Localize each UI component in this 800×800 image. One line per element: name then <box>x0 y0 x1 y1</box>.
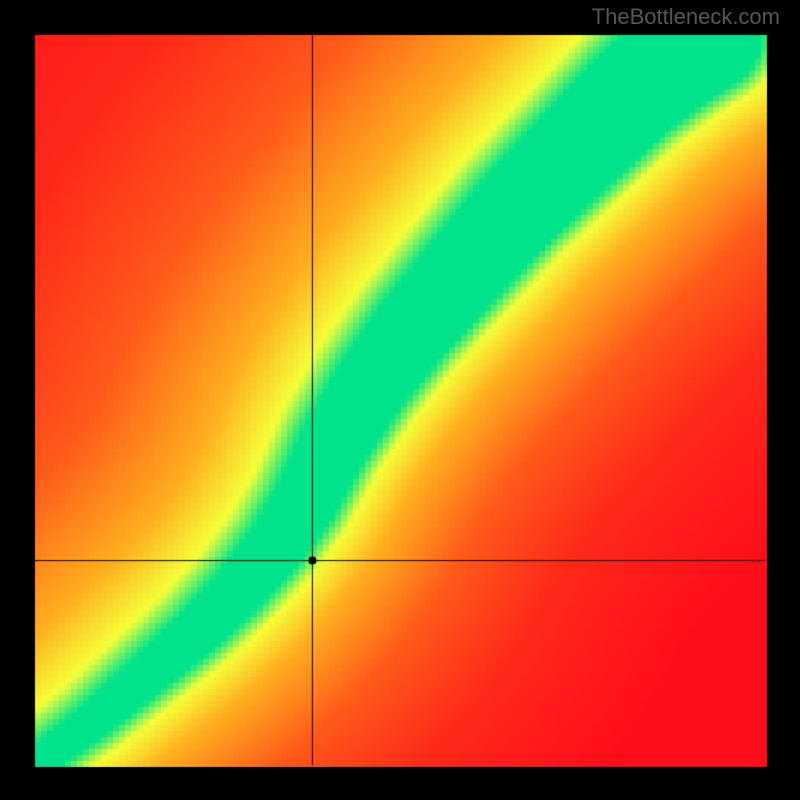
chart-container: TheBottleneck.com <box>0 0 800 800</box>
watermark-label: TheBottleneck.com <box>592 4 780 30</box>
bottleneck-heatmap <box>0 0 800 800</box>
